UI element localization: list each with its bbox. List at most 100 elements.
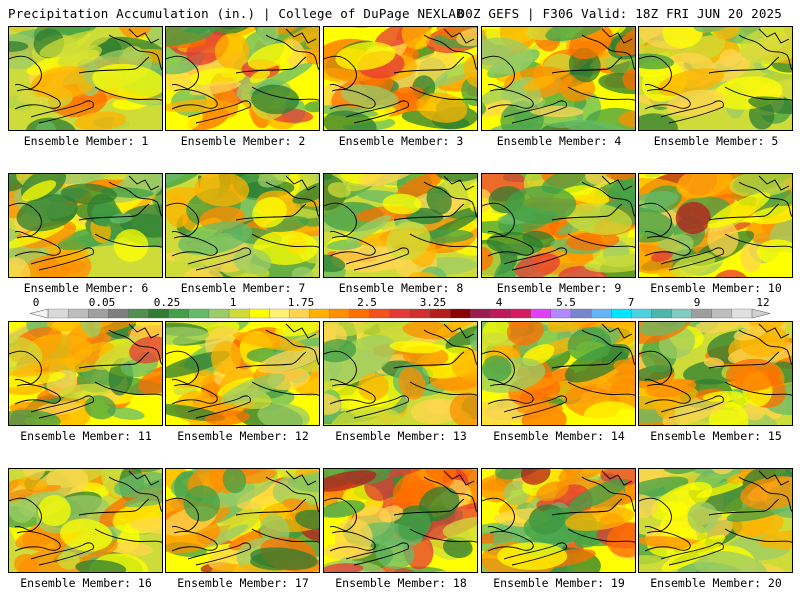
ensemble-member-map [8,468,163,573]
precip-blob [21,180,57,201]
colorbar-tick-label: 1.75 [287,296,315,309]
precip-blob [497,542,568,570]
coastline-border [581,476,635,513]
ensemble-member-label: Ensemble Member: 16 [20,576,152,590]
precip-blob [707,192,771,229]
coastline-border [78,56,150,74]
coastline-border [235,351,307,369]
coastline-border [108,181,162,218]
coastline-border [708,203,780,221]
coastline-border [14,235,61,257]
coastline-border [482,55,515,90]
precip-blob [583,401,635,425]
precip-blob [451,347,477,379]
precip-blob [426,398,450,415]
precip-blob [220,373,286,405]
coastline-border [644,383,691,405]
precip-blob [693,550,768,572]
colorbar [30,308,770,319]
precip-blob [9,33,47,70]
coastline-border [443,175,475,191]
precip-blob [639,476,689,500]
precip-blob [92,63,162,99]
precip-blob [408,271,442,277]
model-valid-time: 00Z GEFS | F306 Valid: 18Z FRI JUN 20 20… [457,6,782,21]
precip-blob [324,339,357,363]
colorbar-tick-label: 9 [693,296,701,309]
coastline-border [758,28,790,44]
precip-blob [541,174,613,195]
precip-blob [9,484,62,504]
coastline-border [601,323,633,339]
precip-blob [118,27,153,39]
precip-blob [545,27,608,42]
coastline-border [187,395,251,419]
ensemble-member-map [165,173,320,278]
coastline-border [345,247,409,271]
precipitation-field [482,469,635,572]
precip-blob [449,392,477,425]
coastline-border [660,395,724,419]
coastline-border [443,323,475,339]
colorbar-swatch [168,308,190,319]
coastline-border [639,350,672,385]
coastline-border [171,530,218,552]
colorbar-swatch [691,308,713,319]
precip-blob [639,206,675,243]
coastline-border [503,100,567,124]
precip-blob [183,485,220,522]
coastline-border [660,542,724,566]
precip-blob [756,239,792,265]
precip-blob [58,383,113,399]
coastline-border [78,351,150,369]
coastline-border [724,381,792,396]
precip-blob [9,78,41,117]
precip-blob [249,69,271,83]
coastline-border [581,181,635,218]
precip-blob [305,32,319,49]
colorbar-swatch [490,308,512,319]
coastline-border [581,329,635,366]
precip-blob [613,359,635,376]
ensemble-member-map [323,26,478,131]
coastline-border [393,203,465,221]
precip-blob [84,395,116,420]
precip-blob [639,555,665,566]
colorbar-swatch [208,308,230,319]
precip-blob [60,518,113,552]
precip-blob [113,472,162,498]
precip-blob [565,506,635,531]
precip-blob [482,188,493,213]
colorbar-swatch [450,308,471,319]
precip-blob [166,195,190,228]
colorbar-swatch [148,308,170,319]
ensemble-member-map [8,173,163,278]
precip-blob [702,390,744,402]
precip-blob [238,469,277,484]
colorbar-left-arrow [30,308,49,319]
ensemble-member-label: Ensemble Member: 7 [180,281,306,295]
colorbar-tick-label: 5.5 [556,296,576,309]
precip-blob [9,41,29,53]
colorbar-tick-label: 12 [756,296,770,309]
coastline-border [567,233,635,248]
precipitation-field [166,174,319,277]
precip-blob [35,120,57,130]
precip-blob [585,174,615,185]
precip-blob [396,174,442,200]
coastline-border [329,530,376,552]
precip-blob [388,469,443,478]
colorbar-tick-label: 0.05 [88,296,116,309]
precip-blob [166,27,216,46]
coastline-border [285,470,317,486]
precip-blob [9,371,66,388]
coastline-border [285,175,317,191]
precip-blob [292,179,319,204]
coastline-border [639,202,672,237]
colorbar-swatch [228,308,250,319]
precip-blob [740,242,762,273]
precip-blob [295,509,319,531]
colorbar-swatch [289,308,310,319]
coastline-border [423,476,477,513]
coastline-border [251,381,319,396]
